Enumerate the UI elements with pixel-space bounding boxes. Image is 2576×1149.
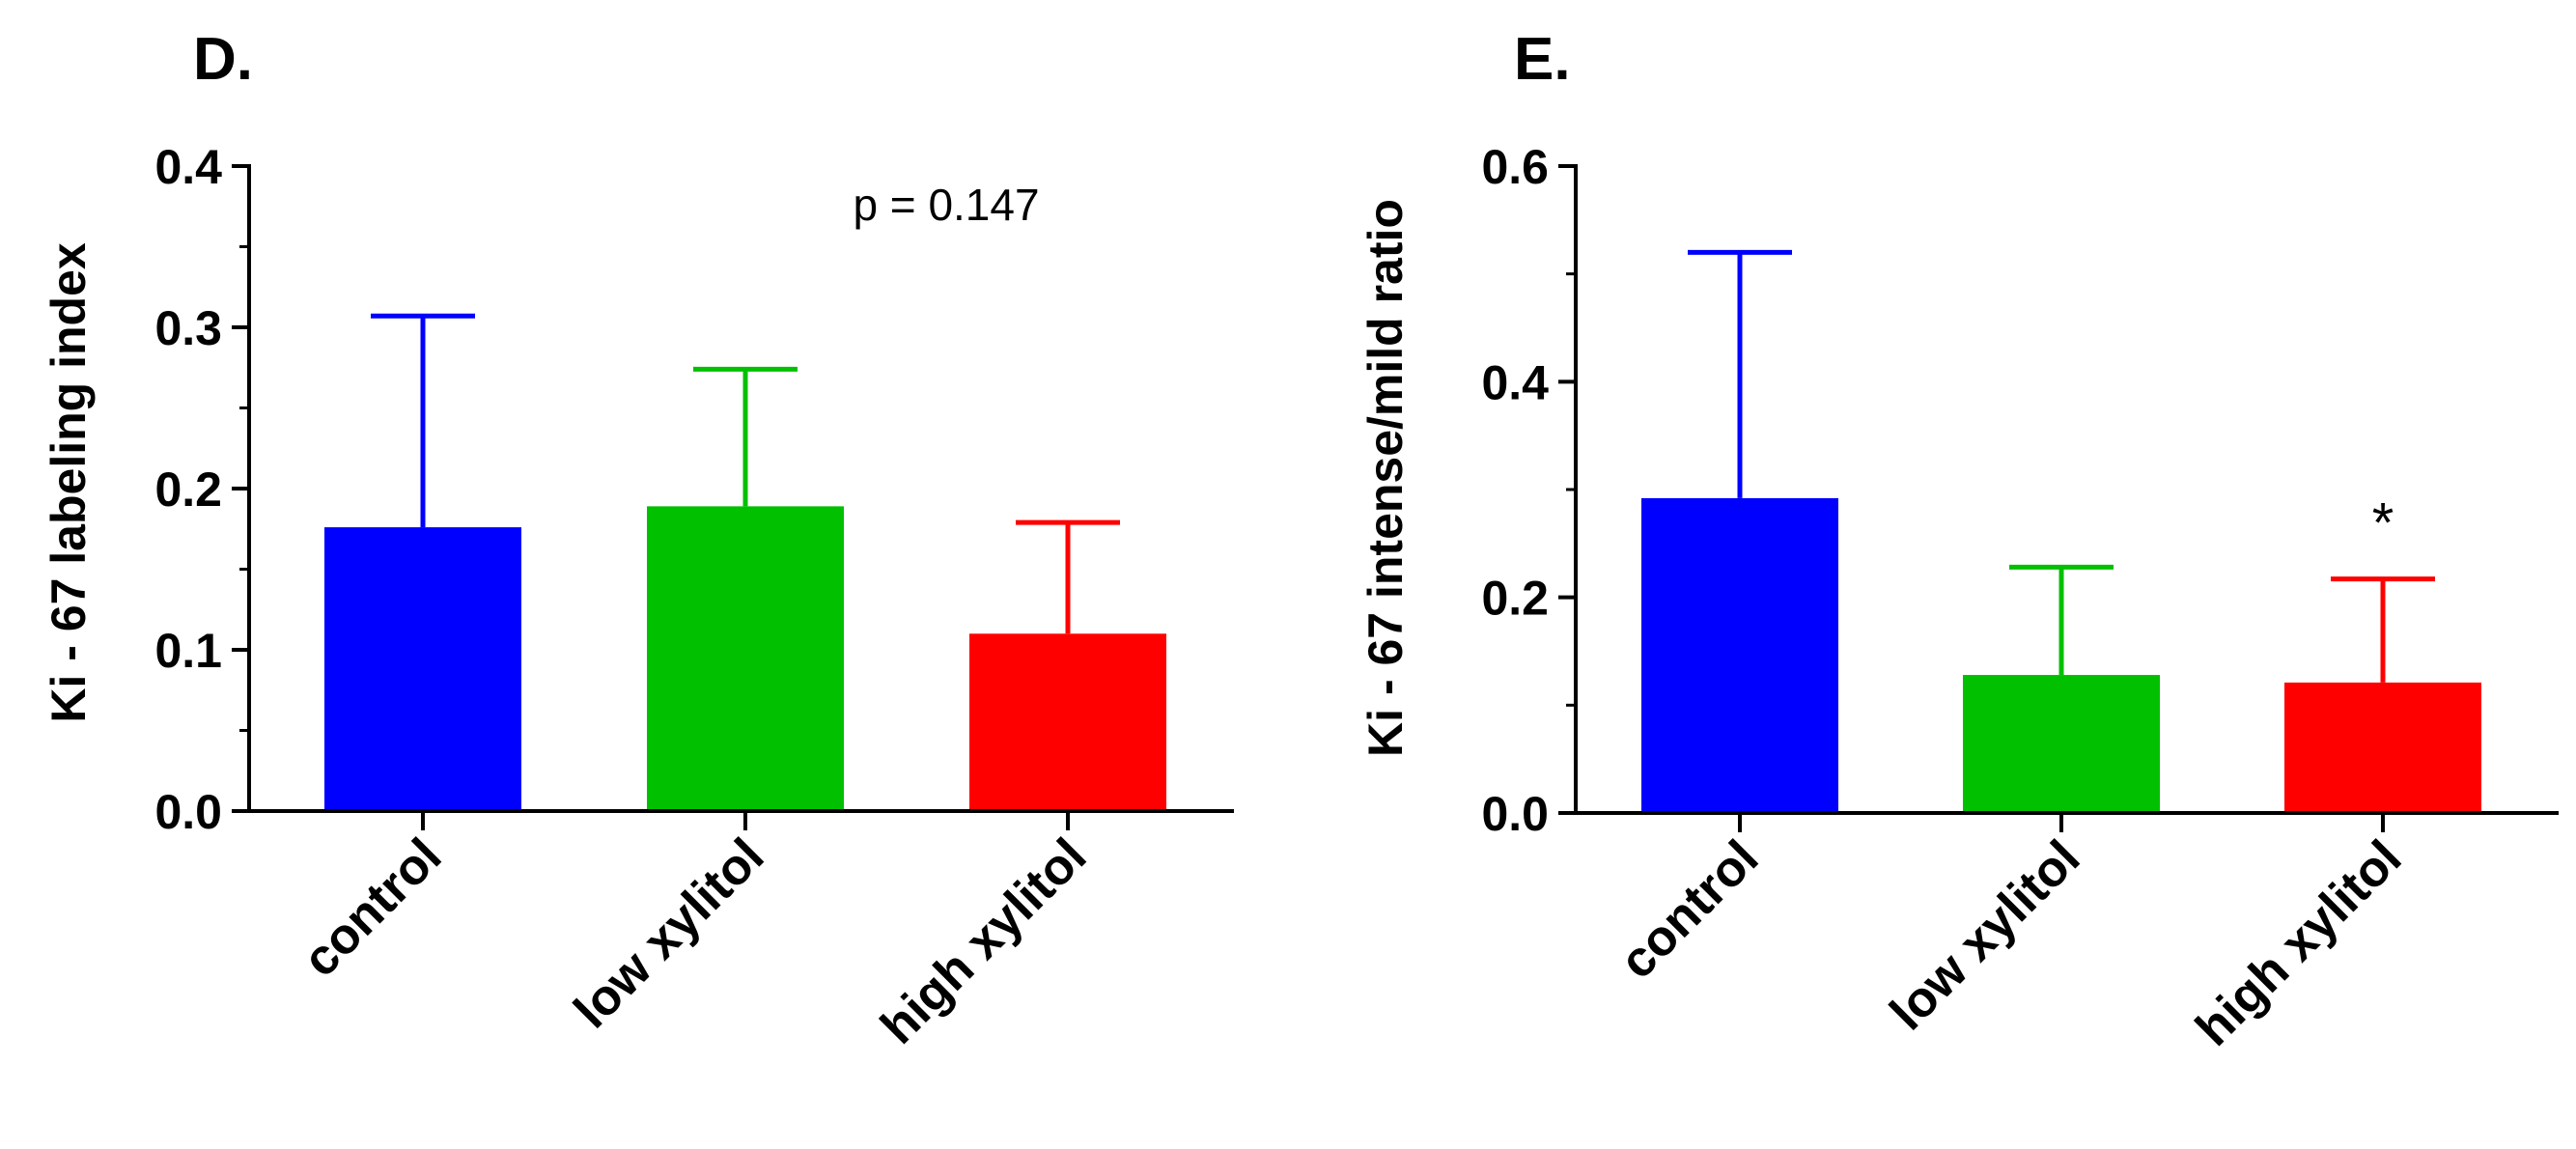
bar-control: [324, 527, 521, 811]
y-tick-label: 0.6: [1481, 140, 1549, 194]
chart-panel-d: D. Ki - 67 labeling index p = 0.147 cont…: [42, 26, 1234, 1055]
y-tick-label: 0.4: [154, 140, 222, 194]
bar-control: [1641, 497, 1838, 813]
y-tick-label: 0.4: [1481, 355, 1549, 409]
bar-high-xylitol: [969, 633, 1166, 811]
x-tick-label: high xylitol: [870, 827, 1097, 1054]
significance-marker: *: [2372, 492, 2394, 555]
x-tick-label: control: [293, 827, 453, 988]
bar-low-xylitol: [1963, 675, 2160, 813]
panel-label: E.: [1514, 26, 1571, 93]
y-axis-label: Ki - 67 labeling index: [42, 242, 96, 723]
y-tick-label: 0.1: [154, 624, 222, 678]
chart-panel-e: E. Ki - 67 intense/mild ratio control low…: [1358, 26, 2559, 1057]
panel-label: D.: [193, 26, 253, 93]
x-tick-label: low xylitol: [564, 827, 775, 1039]
y-tick-label: 0.3: [154, 301, 222, 355]
y-tick-label: 0.0: [154, 785, 222, 839]
x-tick-label: high xylitol: [2185, 829, 2412, 1056]
y-tick-label: 0.0: [1481, 787, 1549, 841]
bar-low-xylitol: [647, 506, 844, 811]
p-value-annotation: p = 0.147: [853, 180, 1039, 230]
y-axis-label: Ki - 67 intense/mild ratio: [1358, 199, 1413, 757]
bar-high-xylitol: [2284, 682, 2481, 813]
x-tick-label: low xylitol: [1880, 829, 2091, 1041]
y-tick-label: 0.2: [1481, 572, 1549, 626]
x-tick-label: control: [1610, 829, 1770, 990]
y-tick-label: 0.2: [154, 462, 222, 517]
